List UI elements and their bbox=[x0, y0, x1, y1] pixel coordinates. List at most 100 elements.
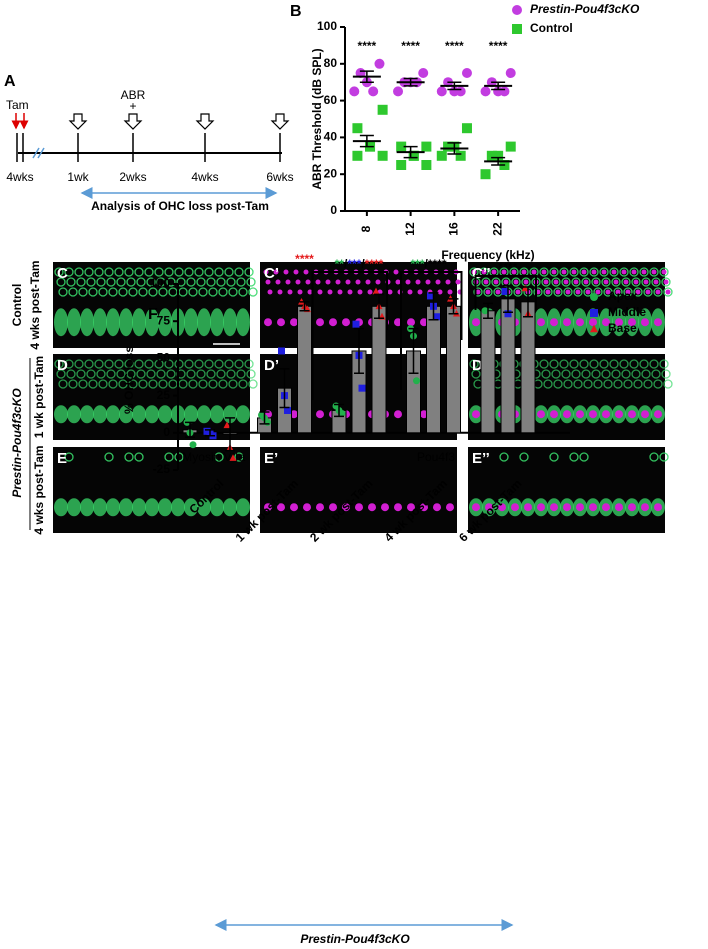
cell bbox=[158, 287, 168, 297]
ihc-cell bbox=[197, 405, 211, 424]
ihc-nucleus bbox=[628, 503, 636, 512]
timepoint-label: 2wks bbox=[119, 170, 146, 184]
timepoint-label: 1wk bbox=[67, 170, 89, 184]
analysis-label: Analysis of OHC loss post-Tam bbox=[91, 199, 269, 213]
significance-part: **** bbox=[295, 252, 314, 266]
data-point bbox=[338, 409, 346, 417]
ihc-cell bbox=[145, 308, 159, 337]
legend-label: Control bbox=[530, 21, 573, 35]
data-point bbox=[396, 141, 407, 152]
cell bbox=[246, 369, 256, 379]
cell bbox=[104, 359, 114, 369]
break bbox=[32, 147, 45, 159]
data-point bbox=[352, 123, 363, 134]
bar bbox=[426, 305, 441, 434]
data-point bbox=[229, 454, 237, 461]
nucleus bbox=[481, 269, 487, 275]
ihc-cell bbox=[145, 498, 159, 517]
micrographs: Control 4 wks post-Tam Prestin-Pou4f3cKO… bbox=[10, 260, 673, 535]
cell bbox=[218, 379, 228, 389]
cell bbox=[533, 287, 543, 297]
error-bar bbox=[334, 403, 344, 418]
nucleus bbox=[317, 289, 323, 295]
nucleus bbox=[585, 289, 591, 295]
nucleus bbox=[415, 279, 421, 285]
row-time: 1 wk post-Tam bbox=[32, 356, 46, 438]
error-bar bbox=[403, 145, 418, 159]
panel-label: A bbox=[4, 73, 16, 90]
nucleus bbox=[531, 269, 537, 275]
cell bbox=[94, 359, 104, 369]
ihc-cell bbox=[54, 308, 68, 337]
data-point bbox=[461, 68, 472, 78]
ihc-nucleus bbox=[303, 503, 311, 512]
nucleus bbox=[571, 269, 577, 275]
cell bbox=[599, 267, 609, 277]
cell bbox=[86, 369, 96, 379]
cell bbox=[591, 277, 601, 287]
error-bar bbox=[483, 302, 493, 319]
nucleus bbox=[325, 279, 331, 285]
error-bar bbox=[447, 81, 462, 91]
data-point bbox=[512, 5, 522, 15]
ihc-cell bbox=[119, 405, 133, 424]
cell bbox=[214, 359, 224, 369]
cell bbox=[613, 379, 623, 389]
cell bbox=[563, 379, 573, 389]
ihc-nucleus bbox=[342, 503, 350, 512]
cell bbox=[58, 379, 68, 389]
cell bbox=[68, 379, 78, 389]
nucleus bbox=[543, 279, 549, 285]
cell bbox=[581, 369, 591, 379]
nucleus bbox=[651, 269, 657, 275]
cell bbox=[224, 359, 234, 369]
ihc-nucleus bbox=[407, 318, 415, 327]
ihc-cell bbox=[132, 405, 146, 424]
ihc-nucleus bbox=[563, 410, 571, 419]
y-tick-label: 20 bbox=[324, 166, 338, 180]
significance-part: /**** bbox=[425, 257, 447, 271]
cell bbox=[138, 379, 148, 389]
nucleus bbox=[593, 279, 599, 285]
ihc-cell bbox=[236, 405, 250, 424]
cell bbox=[603, 287, 613, 297]
cell bbox=[198, 379, 208, 389]
nucleus bbox=[635, 289, 641, 295]
significance-part: *** bbox=[347, 257, 361, 271]
cell bbox=[74, 267, 84, 277]
data-point bbox=[408, 150, 419, 161]
data-point bbox=[358, 384, 366, 392]
nucleus bbox=[293, 269, 299, 275]
nucleus bbox=[515, 289, 521, 295]
nucleus bbox=[297, 289, 303, 295]
ihc-nucleus bbox=[589, 318, 597, 327]
nucleus bbox=[513, 279, 519, 285]
significance: **** bbox=[499, 260, 518, 274]
cell bbox=[653, 287, 663, 297]
data-point bbox=[501, 287, 509, 295]
bar bbox=[480, 310, 496, 434]
data-point bbox=[223, 421, 231, 429]
cell bbox=[583, 287, 593, 297]
nucleus bbox=[615, 289, 621, 295]
cell bbox=[204, 359, 214, 369]
data-point bbox=[433, 313, 440, 321]
data-point bbox=[512, 24, 522, 34]
error-bar bbox=[225, 417, 235, 452]
cell bbox=[619, 267, 629, 277]
legend-label: Apex bbox=[608, 289, 638, 303]
data-point bbox=[480, 169, 491, 180]
ihc-cell bbox=[106, 498, 120, 517]
y-tick-label: 60 bbox=[324, 93, 338, 107]
cell bbox=[106, 277, 116, 287]
nucleus bbox=[483, 279, 489, 285]
cell bbox=[551, 369, 561, 379]
ihc-nucleus bbox=[264, 503, 272, 512]
cell bbox=[234, 359, 244, 369]
ihc-nucleus bbox=[329, 318, 337, 327]
cell bbox=[54, 267, 64, 277]
nucleus bbox=[573, 279, 579, 285]
ihc-nucleus bbox=[433, 503, 441, 512]
nucleus bbox=[631, 269, 637, 275]
ihc-cell bbox=[197, 498, 211, 517]
